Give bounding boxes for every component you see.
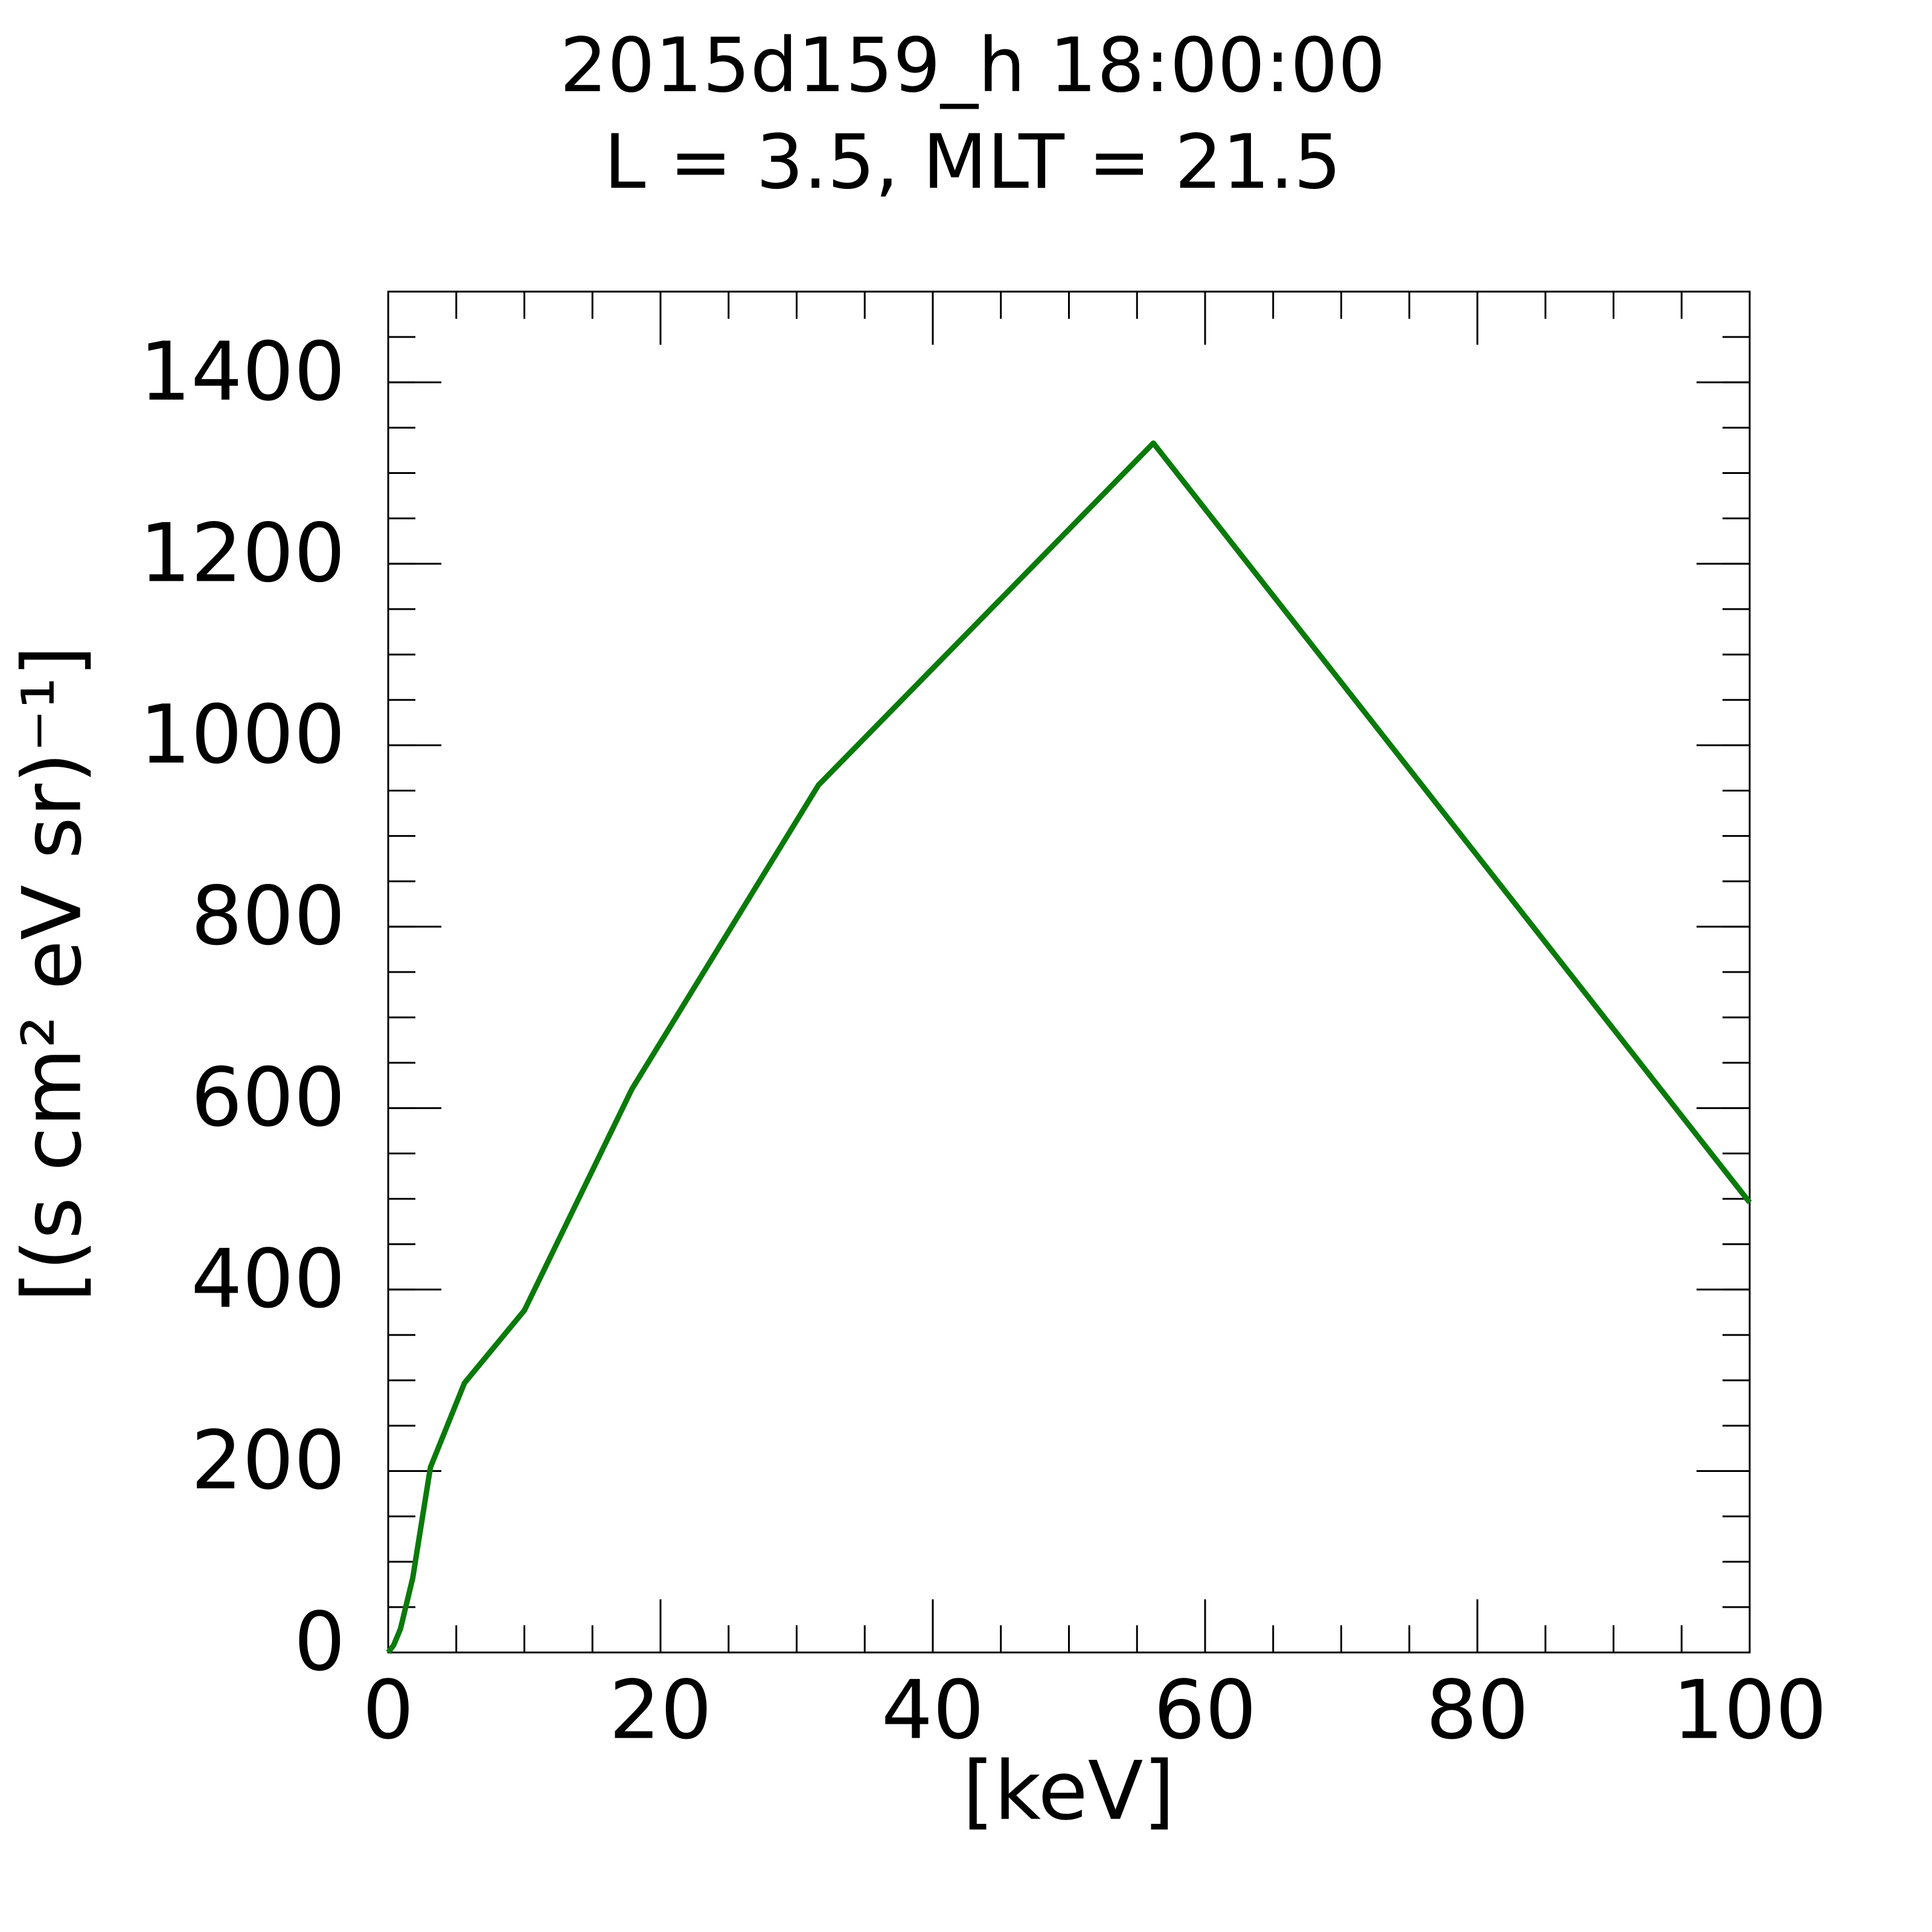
y-tick-label: 1000 [139, 688, 345, 782]
y-tick-label: 1400 [139, 325, 345, 419]
y-tick-label: 0 [294, 1595, 345, 1689]
y-tick-label: 1200 [139, 506, 345, 600]
y-tick-label: 200 [191, 1413, 345, 1508]
x-tick-label: 0 [362, 1663, 414, 1758]
x-axis-label: [keV] [962, 1744, 1175, 1838]
y-tick-label: 600 [191, 1051, 345, 1145]
data-line [386, 440, 1752, 1654]
x-tick-label: 20 [609, 1663, 712, 1758]
plot-frame [387, 290, 1751, 1654]
x-tick-label: 80 [1426, 1663, 1529, 1758]
chart-subtitle: L = 3.5, MLT = 21.5 [604, 119, 1341, 206]
chart-title: 2015d159_h 18:00:00 [560, 22, 1386, 109]
y-tick-label: 400 [191, 1232, 345, 1326]
x-tick-label: 100 [1672, 1663, 1827, 1758]
x-tick-label: 60 [1154, 1663, 1257, 1758]
y-tick-label: 800 [191, 869, 345, 963]
x-tick-label: 40 [881, 1663, 985, 1758]
y-axis-label: [(s cm² eV sr)⁻¹] [5, 645, 100, 1302]
